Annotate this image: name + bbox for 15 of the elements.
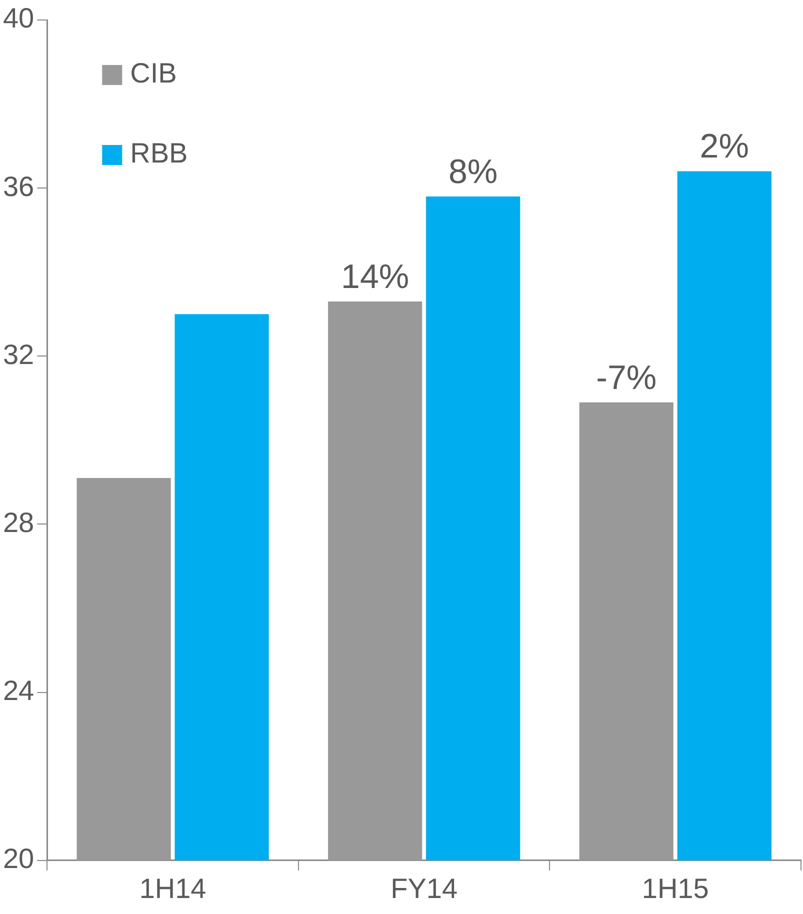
y-tick-label: 28 bbox=[2, 506, 34, 538]
x-tick-label: 1H14 bbox=[139, 872, 206, 904]
y-tick-label: 24 bbox=[2, 675, 34, 706]
legend-label: RBB bbox=[130, 138, 188, 169]
y-tick-label: 20 bbox=[2, 843, 34, 874]
annotation: -7% bbox=[596, 358, 657, 397]
annotation: 14% bbox=[341, 258, 410, 296]
x-tick-label: FY14 bbox=[390, 872, 458, 904]
y-tick-label: 36 bbox=[2, 170, 34, 202]
x-tick-label: 1H15 bbox=[642, 872, 709, 904]
annotation: 8% bbox=[448, 152, 498, 191]
legend-label: CIB bbox=[130, 58, 177, 89]
y-tick-label: 32 bbox=[2, 338, 34, 370]
annotation: 2% bbox=[700, 128, 749, 166]
y-tick-label: 40 bbox=[2, 2, 34, 34]
